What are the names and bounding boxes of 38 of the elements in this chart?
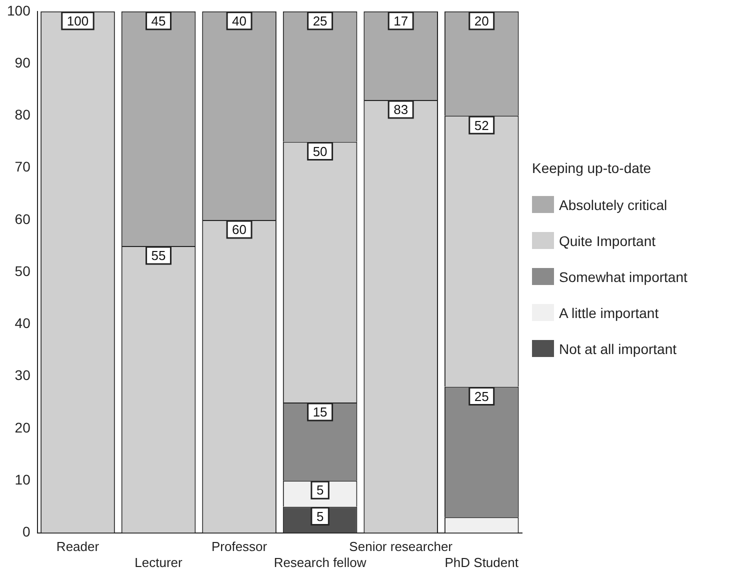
x-tick-label: Lecturer <box>134 554 184 570</box>
data-label: 25 <box>312 13 328 28</box>
data-label: 55 <box>151 248 166 264</box>
y-tick-label: 10 <box>14 472 31 488</box>
y-tick-label: 0 <box>22 524 31 540</box>
y-tick-label: 90 <box>14 54 31 70</box>
data-label: 100 <box>66 13 89 28</box>
legend-title: Keeping up-to-date <box>532 160 652 176</box>
y-tick-label: 80 <box>14 106 31 123</box>
y-tick-label: 30 <box>14 367 31 384</box>
data-label: 17 <box>394 13 408 28</box>
x-tick-label: Professor <box>211 539 268 554</box>
data-label: 15 <box>312 404 328 420</box>
y-tick-label: 40 <box>14 315 31 332</box>
x-tick-label: Reader <box>56 539 100 554</box>
data-label: 5 <box>316 508 324 524</box>
x-tick-label: PhD Student <box>444 554 519 570</box>
data-label: 25 <box>474 388 489 404</box>
data-label: 45 <box>151 13 166 28</box>
data-label: 52 <box>474 118 489 133</box>
y-tick-label: 70 <box>14 158 31 175</box>
x-tick-label: Research fellow <box>274 554 367 570</box>
data-label: 60 <box>232 222 247 238</box>
x-tick-label: Senior researcher <box>349 539 454 554</box>
legend-label: Absolutely critical <box>559 196 668 212</box>
data-label: 50 <box>312 144 328 159</box>
y-tick-label: 60 <box>14 210 31 227</box>
legend-label: Not at all important <box>559 340 676 356</box>
y-tick-label: 50 <box>14 262 31 279</box>
y-tick-label: 20 <box>14 419 31 436</box>
data-label: 20 <box>474 13 489 28</box>
legend-label: Quite Important <box>559 232 656 248</box>
legend-label: A little important <box>559 304 659 320</box>
data-label: 5 <box>316 482 324 498</box>
data-label: 83 <box>394 102 408 118</box>
y-tick-label: 100 <box>7 2 31 18</box>
data-label: 40 <box>232 13 247 28</box>
legend-label: Somewhat important <box>559 268 688 284</box>
